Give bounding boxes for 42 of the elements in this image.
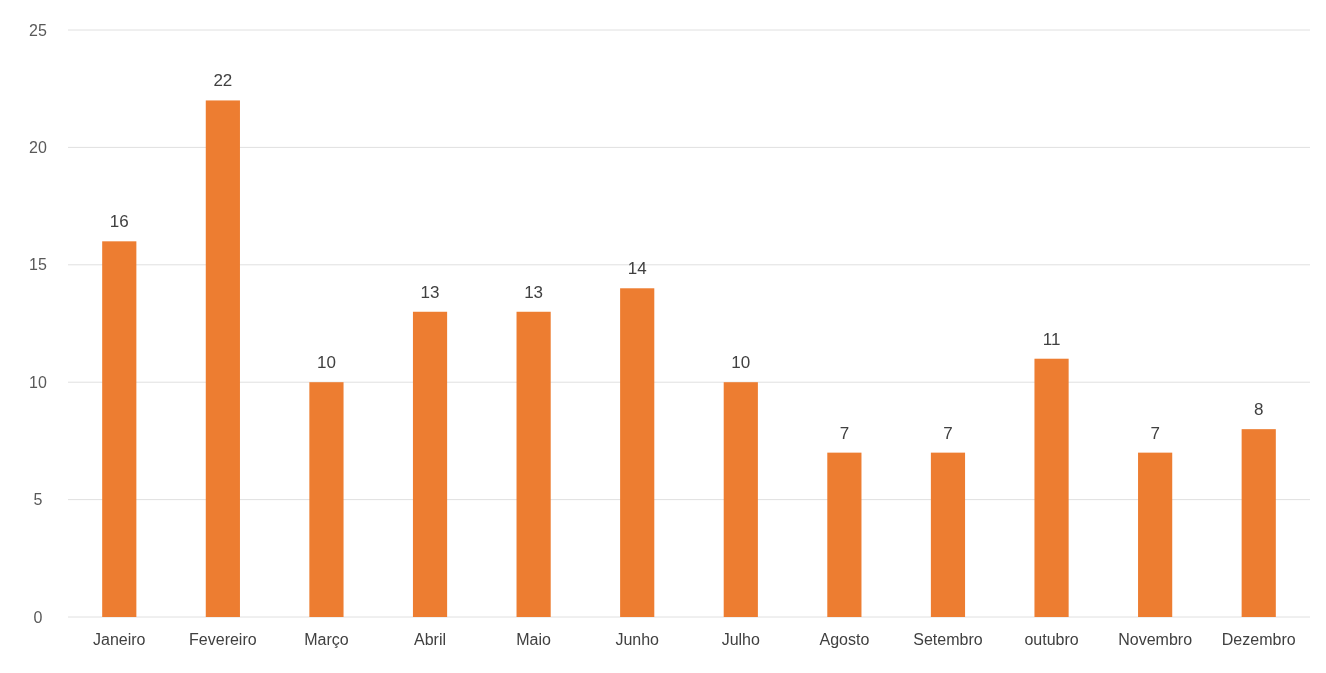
data-label: 14 bbox=[627, 259, 647, 279]
y-tick-label: 5 bbox=[33, 491, 43, 509]
x-tick-label: Janeiro bbox=[93, 631, 146, 648]
data-label: 7 bbox=[1150, 423, 1160, 443]
data-label: 7 bbox=[943, 423, 953, 443]
y-tick-label: 15 bbox=[29, 256, 47, 274]
x-tick-label: Março bbox=[304, 631, 349, 648]
bar bbox=[1034, 358, 1069, 617]
bar bbox=[827, 452, 862, 617]
data-label: 16 bbox=[109, 212, 129, 232]
x-tick-label: Dezembro bbox=[1221, 631, 1296, 648]
y-tick-label: 0 bbox=[33, 608, 43, 626]
x-tick-label: Maio bbox=[516, 631, 552, 648]
data-label: 7 bbox=[839, 423, 850, 443]
y-tick-label: 25 bbox=[29, 21, 47, 39]
data-label: 8 bbox=[1253, 400, 1264, 420]
bar bbox=[1241, 429, 1276, 617]
bar bbox=[620, 288, 655, 617]
x-tick-label: Fevereiro bbox=[189, 631, 257, 648]
bar bbox=[1138, 452, 1173, 617]
x-tick-label: Setembro bbox=[913, 631, 983, 648]
data-label: 11 bbox=[1042, 329, 1061, 349]
x-tick-label: Junho bbox=[615, 631, 660, 648]
bar bbox=[412, 311, 448, 617]
data-label: 13 bbox=[420, 282, 440, 302]
bar bbox=[309, 382, 344, 617]
x-tick-label: Julho bbox=[721, 631, 761, 648]
x-tick-label: Agosto bbox=[819, 631, 870, 648]
bar bbox=[723, 382, 758, 617]
x-tick-label: Novembro bbox=[1118, 631, 1193, 648]
x-tick-label: outubro bbox=[1024, 631, 1079, 648]
bar bbox=[102, 241, 137, 617]
data-label: 13 bbox=[524, 282, 544, 302]
data-label: 22 bbox=[213, 71, 233, 91]
y-tick-label: 20 bbox=[29, 139, 47, 156]
bar bbox=[930, 452, 966, 617]
data-label: 10 bbox=[731, 353, 751, 373]
data-label: 10 bbox=[316, 353, 336, 373]
bar bbox=[205, 100, 240, 617]
bar bbox=[516, 311, 551, 617]
x-tick-label: Abril bbox=[414, 631, 447, 648]
y-tick-label: 10 bbox=[29, 373, 47, 391]
